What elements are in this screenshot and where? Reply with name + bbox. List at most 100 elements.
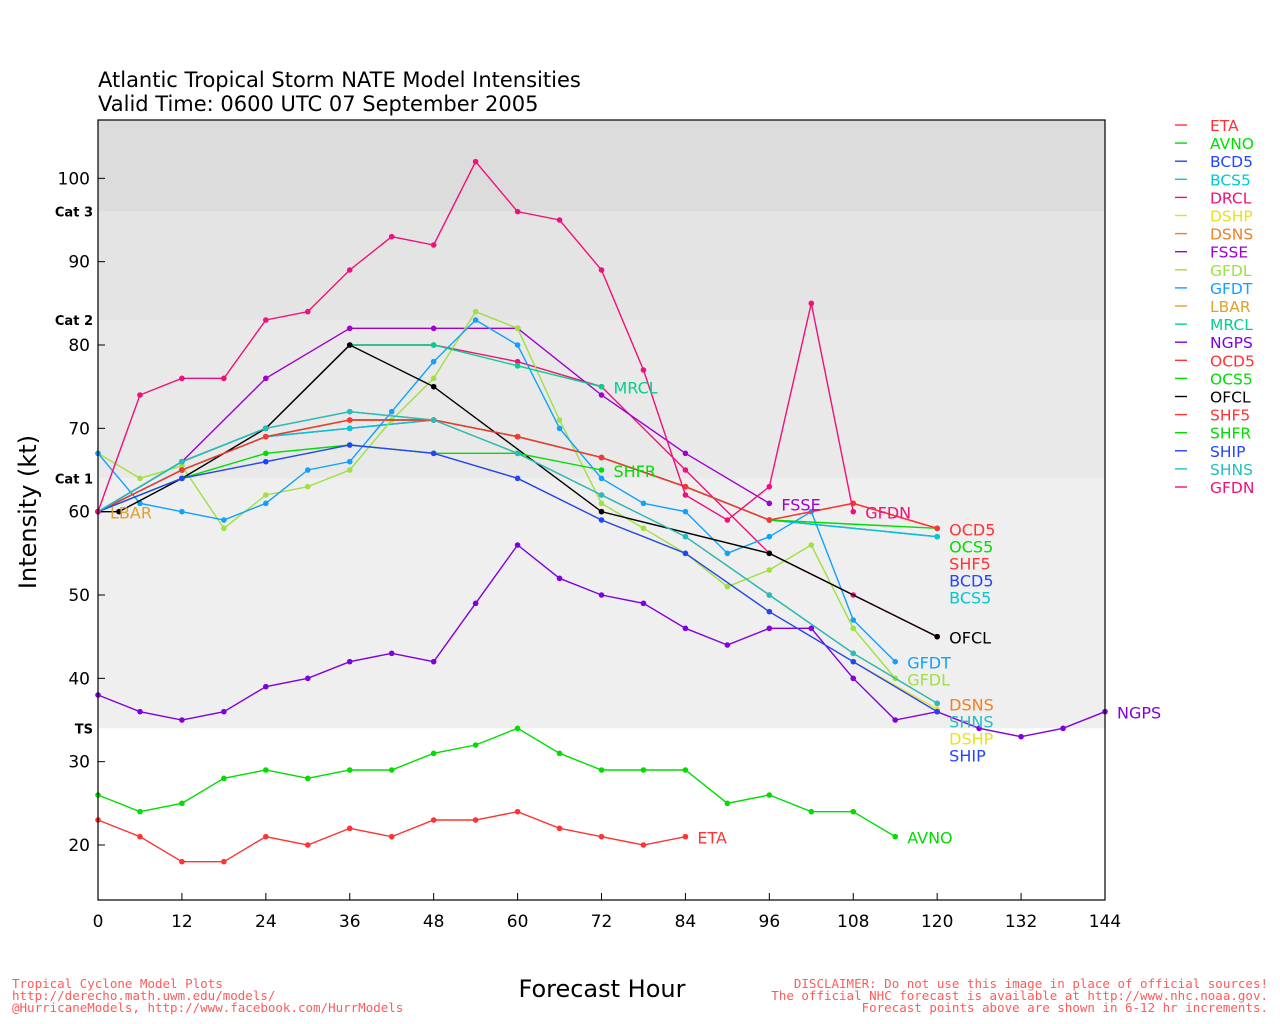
y-tick-label: 30 [68, 753, 90, 773]
legend-entry: LBAR [1210, 298, 1251, 316]
data-point-ship [934, 708, 940, 715]
data-point-shf5 [346, 417, 353, 423]
data-point-gfdl [724, 583, 731, 590]
data-point-gfdt [263, 500, 269, 507]
data-point-eta [221, 858, 227, 865]
y-tick-label: 80 [68, 336, 90, 356]
data-point-eta [304, 842, 311, 848]
data-point-ngps [263, 683, 269, 690]
series-line-avno [97, 727, 896, 838]
data-point-gfdn [179, 375, 185, 382]
legend-entry: SHIP [1210, 443, 1245, 461]
data-point-gfdl [179, 463, 185, 469]
data-point-gfdn [766, 483, 773, 490]
data-point-shns [682, 533, 689, 540]
data-point-gfdt [724, 550, 731, 557]
data-point-ship [179, 475, 185, 482]
series-end-label: GFDN [865, 504, 911, 523]
data-point-gfdn [808, 300, 815, 307]
data-point-gfdn [682, 492, 689, 498]
data-point-gfdl [556, 417, 563, 423]
data-point-fsse [263, 375, 269, 382]
data-point-ngps [221, 708, 227, 715]
data-point-fsse [766, 500, 773, 507]
category-label: Cat 1 [55, 472, 93, 487]
data-point-gfdt [346, 458, 353, 465]
data-point-avno [514, 725, 521, 732]
footer-left: Tropical Cyclone Model Plots http://dere… [12, 976, 403, 1015]
footer-right-line: DISCLAIMER: Do not use this image in pla… [794, 976, 1268, 991]
data-point-shfr [598, 467, 605, 473]
data-point-avno [640, 767, 647, 773]
data-point-gfdn [430, 242, 437, 248]
data-point-ngps [1018, 733, 1024, 740]
series-end-label: DSHP [949, 729, 994, 748]
data-point-ship [346, 442, 353, 448]
data-point-ngps [304, 675, 311, 682]
data-point-avno [388, 767, 395, 773]
data-point-ofcl [116, 508, 122, 515]
data-point-eta [430, 817, 437, 823]
data-point-eta [682, 833, 689, 840]
data-point-ngps [137, 708, 143, 715]
legend-entry: DSNS [1210, 226, 1253, 244]
data-point-gfdt [221, 517, 227, 523]
data-point-shfr [263, 450, 269, 457]
data-point-shns [430, 417, 437, 423]
data-point-gfdt [304, 467, 311, 473]
legend-entry: OFCL [1210, 389, 1251, 407]
series-end-label: SHIP [949, 746, 986, 765]
data-point-ofcl [346, 342, 353, 348]
series-end-label: OFCL [949, 629, 991, 648]
data-point-ngps [472, 600, 479, 607]
data-point-shf5 [682, 483, 689, 490]
data-point-gfdn [137, 392, 143, 398]
y-tick-label: 90 [68, 253, 90, 273]
x-tick-label: 84 [675, 912, 697, 932]
data-point-eta [263, 833, 269, 840]
data-point-shns [850, 650, 857, 657]
data-point-shf5 [766, 517, 773, 523]
data-point-fsse [430, 325, 437, 332]
legend-entry: AVNO [1210, 135, 1254, 153]
legend-entry: BCD5 [1210, 153, 1253, 171]
legend-entry: SHNS [1210, 461, 1253, 479]
data-point-shf5 [598, 454, 605, 461]
series-end-label: BCD5 [949, 571, 993, 590]
data-point-gfdt [472, 317, 479, 323]
x-tick-label: 96 [759, 912, 781, 932]
data-point-shns [346, 408, 353, 415]
category-band [98, 211, 1105, 320]
data-point-gfdl [766, 567, 773, 573]
data-point-gfdl [304, 483, 311, 490]
category-label: Cat 2 [55, 314, 93, 329]
data-point-gfdl [221, 525, 227, 532]
data-point-eta [137, 833, 143, 840]
legend-entry: SHF5 [1210, 407, 1250, 425]
data-point-ngps [724, 642, 731, 648]
data-point-gfdt [179, 508, 185, 515]
data-point-gfdn [724, 517, 731, 523]
data-point-avno [179, 800, 185, 807]
data-point-gfdl [263, 492, 269, 498]
data-point-avno [430, 750, 437, 757]
data-point-gfdt [850, 617, 857, 623]
data-point-ship [263, 458, 269, 465]
data-point-avno [892, 833, 899, 840]
data-point-bcs5 [346, 425, 353, 432]
series-end-label: GFDT [907, 654, 951, 673]
data-point-fsse [682, 450, 689, 457]
data-point-gfdl [137, 475, 143, 482]
data-point-ngps [808, 625, 815, 632]
x-tick-label: 48 [423, 912, 445, 932]
data-point-avno [724, 800, 731, 807]
legend-entry: GFDL [1210, 262, 1252, 280]
data-point-eta [514, 808, 521, 815]
data-point-fsse [346, 325, 353, 332]
series-end-label: BCS5 [949, 588, 991, 607]
data-point-eta [388, 833, 395, 840]
data-point-gfdn [388, 233, 395, 240]
y-tick-label: 60 [68, 503, 90, 523]
category-label: Cat 3 [55, 206, 93, 221]
